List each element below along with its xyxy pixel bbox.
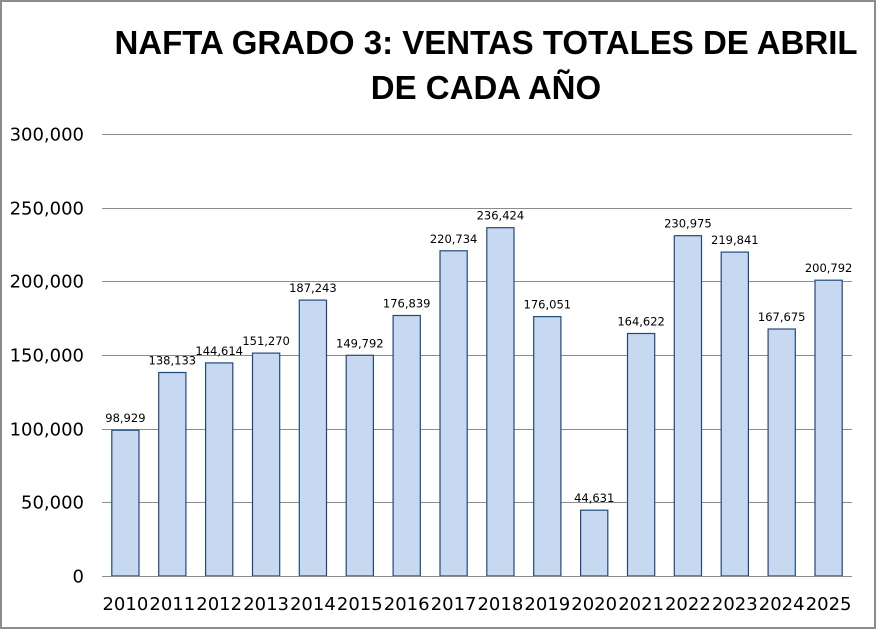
bar [533, 316, 562, 577]
y-tick-label: 50,000 [21, 493, 84, 514]
data-label: 176,839 [383, 297, 431, 311]
data-label: 187,243 [289, 281, 337, 295]
chart-title-line-2: DE CADA AÑO [370, 69, 602, 106]
x-tick-label: 2024 [759, 594, 805, 615]
x-tick-label: 2021 [618, 594, 664, 615]
data-label: 44,631 [574, 491, 614, 505]
bar [251, 352, 281, 577]
x-tick-label: 2025 [806, 594, 852, 615]
bar [298, 299, 328, 577]
x-tick-label: 2023 [712, 594, 758, 615]
x-tick-label: 2020 [571, 594, 617, 615]
data-label: 219,841 [711, 233, 759, 247]
x-tick-label: 2010 [102, 594, 148, 615]
data-label: 144,614 [195, 344, 243, 358]
bar [111, 429, 140, 577]
bar [439, 250, 468, 577]
bar [392, 314, 421, 577]
data-label: 164,622 [617, 315, 665, 329]
x-tick-label: 2013 [243, 594, 289, 615]
x-tick-label: 2015 [337, 594, 383, 615]
data-label: 176,051 [524, 298, 572, 312]
data-label: 200,792 [805, 261, 853, 275]
y-tick-label: 250,000 [10, 199, 84, 220]
bar [345, 354, 375, 577]
bar [673, 235, 703, 577]
bar [486, 227, 515, 577]
y-tick-label: 200,000 [10, 272, 84, 293]
bar [158, 371, 187, 577]
y-tick-label: 150,000 [10, 346, 84, 367]
x-tick-label: 2017 [431, 594, 477, 615]
data-label: 151,270 [242, 334, 290, 348]
data-label: 220,734 [430, 232, 478, 246]
bar [767, 328, 796, 577]
data-label: 230,975 [664, 217, 712, 231]
data-label: 236,424 [477, 209, 525, 223]
bar [626, 332, 656, 577]
bar [720, 251, 750, 577]
x-tick-label: 2022 [665, 594, 711, 615]
x-tick-label: 2012 [196, 594, 242, 615]
x-tick-label: 2016 [384, 594, 430, 615]
data-label: 138,133 [149, 354, 197, 368]
bar [579, 509, 609, 577]
y-tick-label: 300,000 [10, 125, 84, 146]
data-label: 167,675 [758, 310, 806, 324]
chart-title-line-1: NAFTA GRADO 3: VENTAS TOTALES DE ABRIL [114, 24, 858, 61]
x-tick-label: 2011 [149, 594, 195, 615]
y-tick-label: 100,000 [10, 420, 84, 441]
data-label: 98,929 [105, 411, 145, 425]
x-tick-label: 2014 [290, 594, 336, 615]
chart-title: NAFTA GRADO 3: VENTAS TOTALES DE ABRIL D… [100, 20, 872, 110]
x-tick-label: 2019 [524, 594, 570, 615]
data-label: 149,792 [336, 336, 384, 350]
y-tick-label: 0 [73, 567, 84, 588]
x-tick-label: 2018 [477, 594, 523, 615]
bar [205, 362, 234, 577]
bar [814, 279, 843, 577]
